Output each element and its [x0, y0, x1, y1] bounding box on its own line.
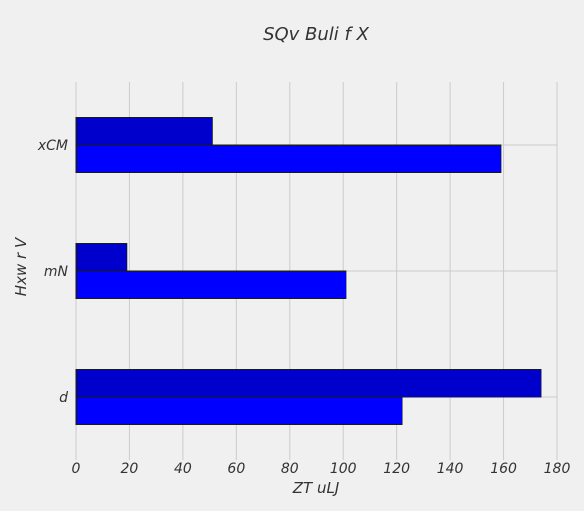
y-tick-label: xCM [37, 138, 68, 154]
x-tick-label: 160 [490, 461, 517, 477]
bar-series-0-d [75, 396, 403, 425]
x-tick-label: 100 [330, 461, 357, 477]
x-tick-label: 180 [544, 461, 571, 477]
x-tick-label: 60 [227, 461, 245, 477]
bar-series-1-d [75, 369, 542, 398]
bars [75, 117, 542, 425]
x-tick-label: 140 [437, 461, 464, 477]
bar-series-0-xCM [75, 144, 502, 173]
x-tick-label: 120 [383, 461, 410, 477]
y-axis-label: Hxw r V [12, 236, 30, 296]
x-tick-label: 0 [72, 461, 81, 477]
bar-series-1-xCM [75, 117, 213, 146]
x-tick-label: 40 [174, 461, 192, 477]
x-tick-label: 20 [121, 461, 139, 477]
x-axis-label: ZT uLJ [292, 479, 340, 497]
bar-series-1-mN [75, 243, 128, 272]
x-tick-label: 80 [281, 461, 299, 477]
bar-series-0-mN [75, 270, 347, 299]
x-tick-labels: 0 20 40 60 80 100 120 140 160 180 [72, 461, 571, 477]
y-tick-labels: d mN xCM [37, 138, 69, 406]
y-tick-label: mN [44, 264, 69, 280]
chart-title: SQv Buli f X [263, 24, 370, 45]
y-tick-label: d [59, 390, 68, 406]
